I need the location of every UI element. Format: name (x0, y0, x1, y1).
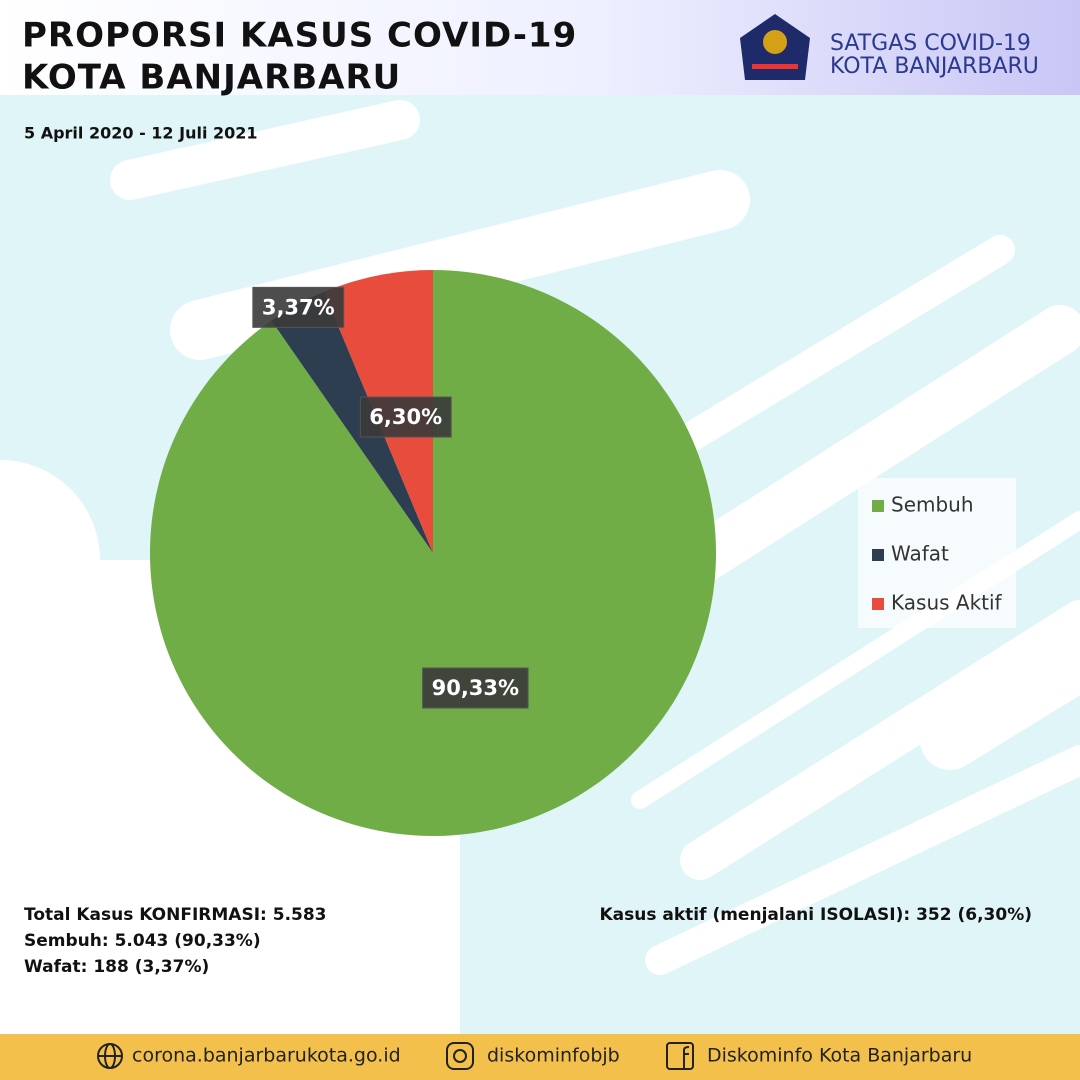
legend-swatch (872, 500, 884, 512)
legend: Sembuh Wafat Kasus Aktif (872, 493, 1003, 615)
logo-text: SATGAS COVID-19 (830, 31, 1031, 56)
legend-swatch (872, 549, 884, 561)
stat-line: Sembuh: 5.043 (90,33%) (24, 931, 261, 951)
logo-text: KOTA BANJARBARU (830, 54, 1039, 79)
stat-line: Wafat: 188 (3,37%) (24, 957, 209, 977)
footer-icons (97, 1042, 694, 1070)
subtitle: 5 April 2020 - 12 Juli 2021 (24, 124, 258, 143)
data-label: 90,33% (432, 676, 519, 700)
footer-link[interactable]: Diskominfo Kota Banjarbaru (707, 1045, 972, 1067)
footer-band (0, 1034, 1080, 1080)
data-label: 3,37% (262, 295, 335, 319)
legend-label: Wafat (891, 542, 949, 566)
legend-swatch (872, 598, 884, 610)
legend-box (858, 478, 1016, 628)
data-label: 6,30% (369, 405, 442, 429)
logo (740, 14, 810, 80)
legend-label: Sembuh (891, 493, 974, 517)
title-line: PROPORSI KASUS COVID-19 (22, 16, 577, 56)
stat-line: Total Kasus KONFIRMASI: 5.583 (24, 905, 327, 925)
data-label-box (252, 286, 345, 328)
data-label-box (422, 667, 529, 709)
pie-slice (271, 291, 433, 553)
pie-chart: 90,33% 3,37% 6,30% (150, 270, 717, 836)
header-band (0, 0, 1080, 95)
stat-line: Kasus aktif (menjalani ISOLASI): 352 (6,… (600, 905, 1033, 925)
footer-link[interactable]: corona.banjarbarukota.go.id (132, 1045, 401, 1067)
footer-link[interactable]: diskominfobjb (487, 1045, 620, 1067)
title-line: KOTA BANJARBARU (22, 58, 401, 98)
data-label-box (359, 396, 452, 438)
legend-label: Kasus Aktif (891, 591, 1003, 615)
